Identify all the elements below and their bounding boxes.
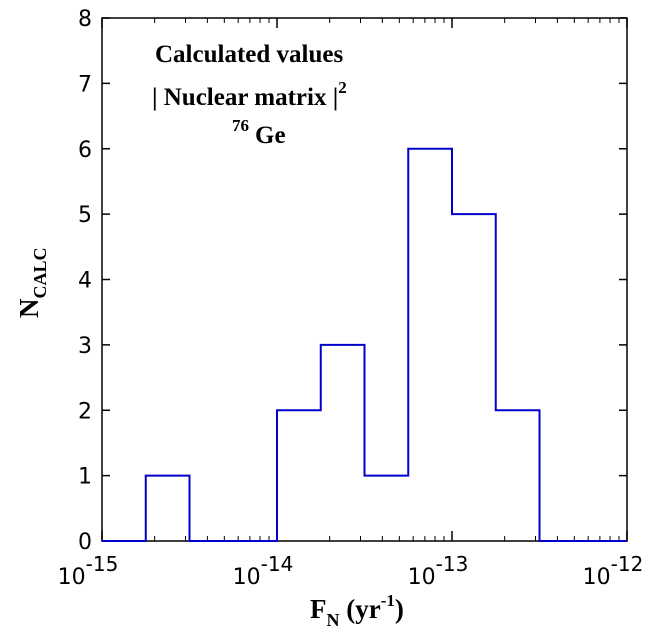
y-tick-label: 1 [78,465,92,490]
x-axis-label: FN (yr-1) [310,591,404,630]
annotation-line-3: 76 Ge [232,116,286,149]
x-axis-ticks: 10-15 10-14 10-13 10-12 [58,18,644,590]
y-tick-label: 0 [78,530,92,555]
histogram-step-line [102,147,627,542]
annotation-line-2: | Nuclear matrix |2 [152,78,347,111]
y-tick-label: 7 [78,72,92,97]
x-tick-label: 10-13 [408,552,469,590]
y-tick-label: 2 [78,399,92,424]
y-tick-label: 4 [78,269,92,294]
annotation-line-1: Calculated values [155,41,343,68]
x-tick-label: 10-14 [233,552,294,590]
y-axis-ticks: 0 1 2 3 4 5 6 7 8 [78,7,627,555]
y-axis-label: NCALC [14,247,50,318]
x-tick-label: 10-12 [583,552,644,590]
y-tick-label: 6 [78,138,92,163]
y-tick-label: 3 [78,334,92,359]
y-tick-label: 8 [78,7,92,32]
y-tick-label: 5 [78,203,92,228]
x-tick-label: 10-15 [58,552,119,590]
